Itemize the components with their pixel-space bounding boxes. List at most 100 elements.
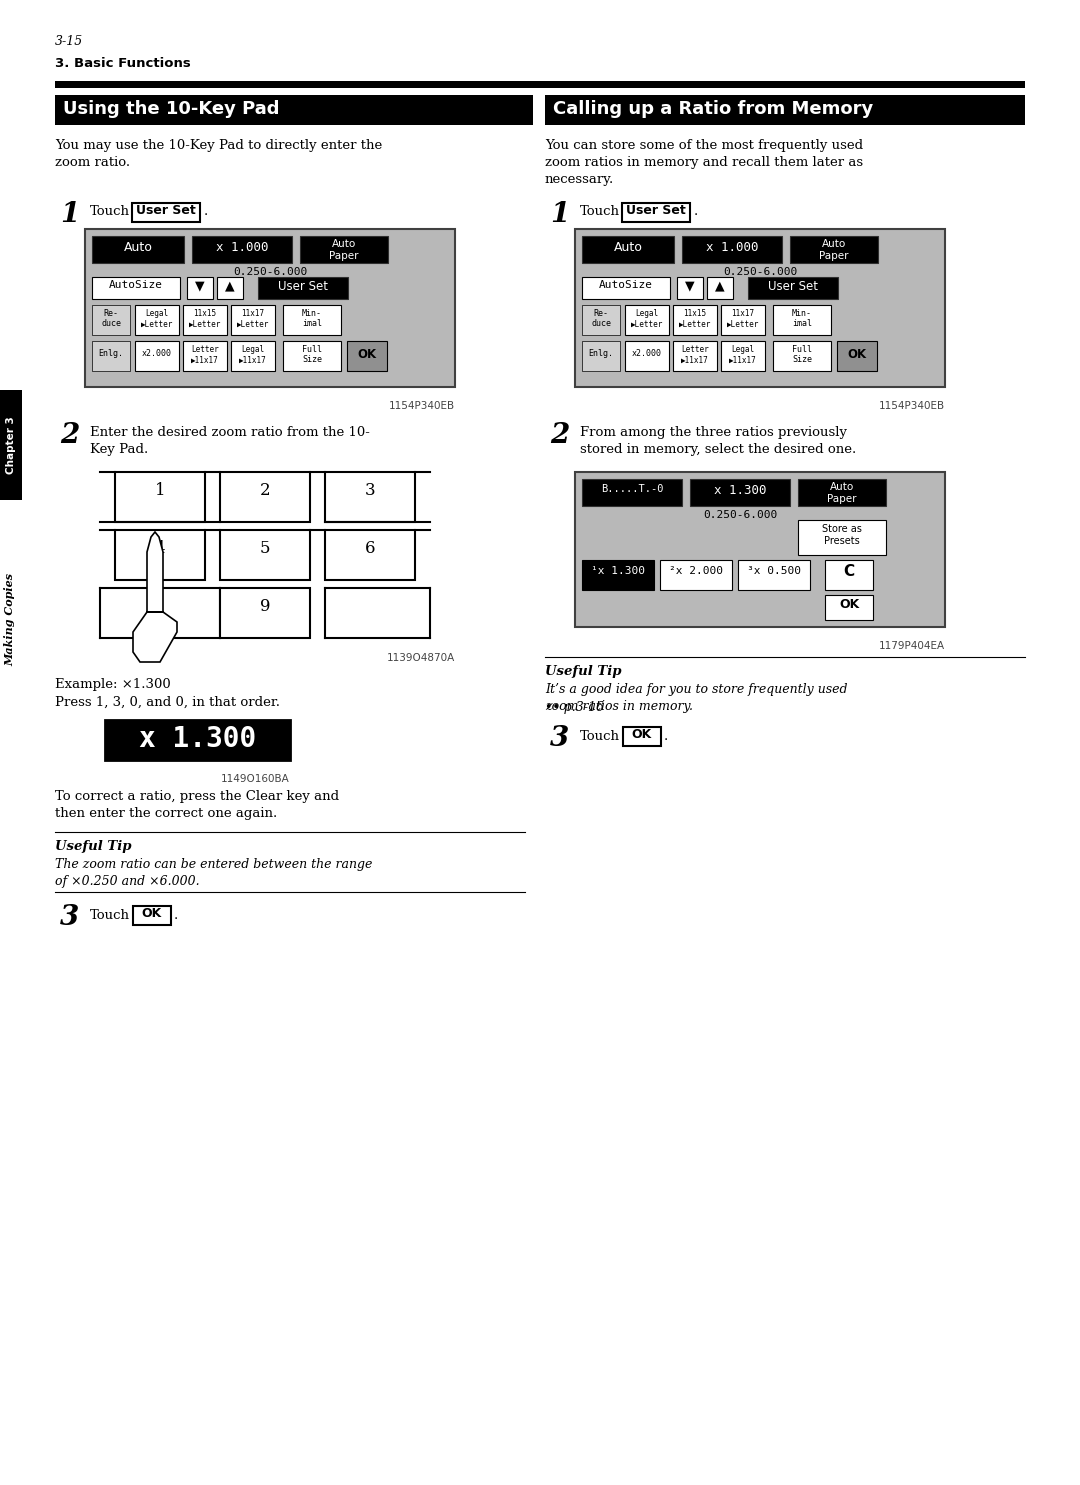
Text: Enter the desired zoom ratio from the 10-
Key Pad.: Enter the desired zoom ratio from the 10… — [90, 426, 369, 456]
Text: x 1.000: x 1.000 — [705, 241, 758, 254]
Text: ▼: ▼ — [195, 279, 205, 293]
Bar — [789, 236, 878, 263]
Text: Legal
▶11x17: Legal ▶11x17 — [729, 345, 757, 364]
Text: •• p.3-16: •• p.3-16 — [545, 701, 604, 714]
Bar — [325, 472, 415, 523]
Text: OK: OK — [357, 347, 377, 361]
Text: .: . — [174, 909, 178, 922]
Text: Chapter 3: Chapter 3 — [6, 416, 16, 474]
Text: 1: 1 — [60, 200, 79, 229]
Text: You may use the 10-Key Pad to directly enter the
zoom ratio.: You may use the 10-Key Pad to directly e… — [55, 140, 382, 169]
Text: 3: 3 — [550, 725, 569, 751]
Text: Useful Tip: Useful Tip — [55, 841, 132, 852]
Text: 9: 9 — [260, 598, 270, 615]
Text: 3-15: 3-15 — [55, 36, 83, 48]
Bar — [192, 236, 292, 263]
Text: 1154P340EB: 1154P340EB — [389, 401, 455, 411]
Text: ▼: ▼ — [685, 279, 694, 293]
Text: 3: 3 — [365, 483, 376, 499]
Text: Legal
▶Letter: Legal ▶Letter — [631, 309, 663, 328]
Text: 1149O160BA: 1149O160BA — [221, 774, 291, 784]
Text: The zoom ratio can be entered between the range
of ×0.250 and ×6.000.: The zoom ratio can be entered between th… — [55, 858, 373, 888]
Text: To correct a ratio, press the Clear key and
then enter the correct one again.: To correct a ratio, press the Clear key … — [55, 790, 339, 820]
Bar — [681, 236, 782, 263]
Bar — [721, 304, 765, 336]
Text: ▲: ▲ — [226, 279, 234, 293]
Bar — [798, 520, 886, 555]
Text: Letter
▶11x17: Letter ▶11x17 — [191, 345, 219, 364]
Text: 1179P404EA: 1179P404EA — [879, 642, 945, 650]
Text: 3: 3 — [60, 904, 79, 931]
Text: ¹x 1.300: ¹x 1.300 — [591, 566, 645, 576]
Text: 1: 1 — [550, 200, 569, 229]
Text: 1139O4870A: 1139O4870A — [387, 653, 455, 662]
Bar — [623, 728, 661, 745]
Bar — [55, 95, 534, 125]
Bar — [231, 304, 275, 336]
Text: 2: 2 — [550, 422, 569, 448]
Bar — [582, 560, 654, 590]
Bar — [673, 304, 717, 336]
Text: Useful Tip: Useful Tip — [545, 665, 621, 679]
Polygon shape — [133, 532, 177, 662]
Bar — [135, 342, 179, 371]
Text: Letter
▶11x17: Letter ▶11x17 — [681, 345, 708, 364]
Bar — [773, 342, 831, 371]
Bar — [92, 342, 130, 371]
Bar — [283, 342, 341, 371]
Text: 0.250-6.000: 0.250-6.000 — [233, 267, 307, 278]
Text: Store as
Presets: Store as Presets — [822, 524, 862, 546]
Bar — [798, 480, 886, 506]
Bar — [837, 342, 877, 371]
Text: B.....T.-0: B.....T.-0 — [600, 484, 663, 495]
Bar — [220, 472, 310, 523]
Bar — [92, 278, 180, 298]
Text: AutoSize: AutoSize — [599, 281, 653, 290]
Text: .: . — [664, 731, 669, 742]
Text: 6: 6 — [365, 541, 375, 557]
Bar — [677, 278, 703, 298]
Bar — [220, 588, 310, 639]
Text: Full
Size: Full Size — [302, 345, 322, 364]
Text: x 1.300: x 1.300 — [714, 484, 766, 497]
Bar — [85, 229, 455, 388]
Bar — [133, 906, 171, 925]
Text: Touch: Touch — [90, 909, 130, 922]
Text: Calling up a Ratio from Memory: Calling up a Ratio from Memory — [553, 99, 874, 117]
Text: 4: 4 — [154, 541, 165, 557]
Text: It’s a good idea for you to store frequently used
zoom ratios in memory.: It’s a good idea for you to store freque… — [545, 683, 848, 713]
Bar — [545, 95, 1025, 125]
Text: x 1.000: x 1.000 — [216, 241, 268, 254]
Text: 1154P340EB: 1154P340EB — [879, 401, 945, 411]
Text: ²x 2.000: ²x 2.000 — [669, 566, 723, 576]
Bar — [707, 278, 733, 298]
Text: OK: OK — [848, 347, 866, 361]
Text: User Set: User Set — [278, 281, 328, 293]
Text: AutoSize: AutoSize — [109, 281, 163, 290]
Text: Press 1, 3, 0, and 0, in that order.: Press 1, 3, 0, and 0, in that order. — [55, 696, 280, 708]
Bar — [738, 560, 810, 590]
Text: Example: ×1.300: Example: ×1.300 — [55, 679, 171, 691]
Text: Touch: Touch — [580, 205, 620, 218]
Bar — [325, 530, 415, 581]
Bar — [721, 342, 765, 371]
Bar — [575, 229, 945, 388]
Bar — [300, 236, 388, 263]
Bar — [187, 278, 213, 298]
Text: Auto
Paper: Auto Paper — [329, 239, 359, 261]
Bar — [92, 304, 130, 336]
Text: Min-
imal: Min- imal — [302, 309, 322, 328]
Bar — [582, 304, 620, 336]
Bar — [183, 342, 227, 371]
Bar — [825, 595, 873, 621]
Text: From among the three ratios previously
stored in memory, select the desired one.: From among the three ratios previously s… — [580, 426, 856, 456]
Text: Enlg.: Enlg. — [98, 349, 123, 358]
Text: Touch: Touch — [90, 205, 130, 218]
Text: 11x17
▶Letter: 11x17 ▶Letter — [237, 309, 269, 328]
Text: 2: 2 — [259, 483, 270, 499]
Text: 2: 2 — [60, 422, 79, 448]
Bar — [220, 530, 310, 581]
Text: OK: OK — [632, 728, 652, 741]
Text: Auto: Auto — [613, 241, 643, 254]
Bar — [690, 480, 789, 506]
